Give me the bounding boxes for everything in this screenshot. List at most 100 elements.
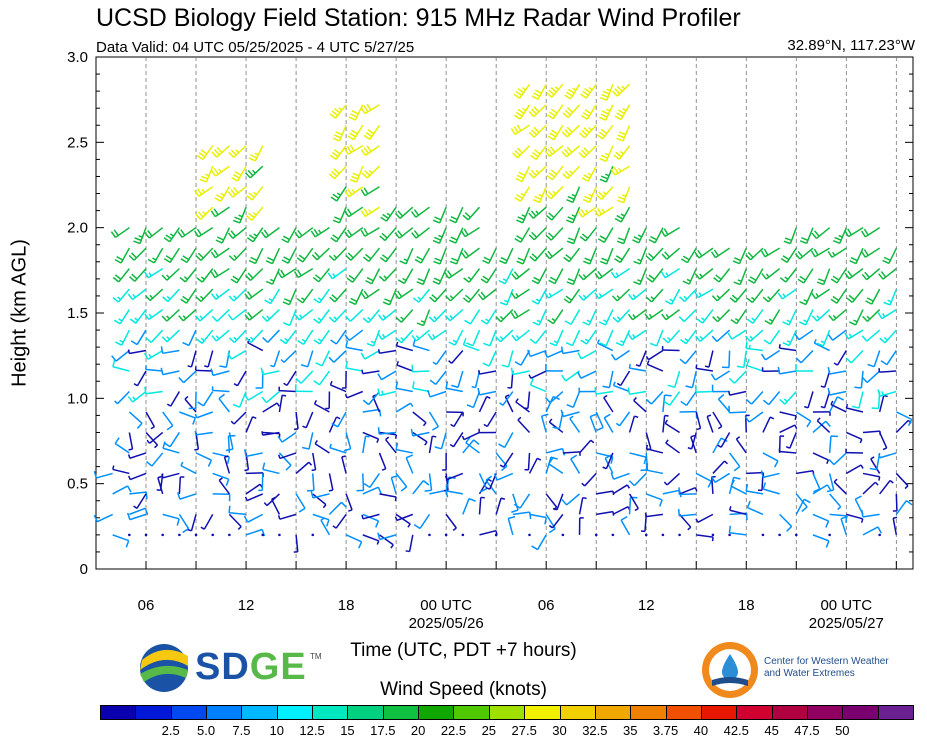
wind-barb — [511, 493, 519, 513]
x-tick-label: 00 UTC — [420, 597, 472, 614]
wind-barb — [779, 268, 797, 283]
calm-marker — [161, 533, 164, 537]
wind-barb — [782, 309, 797, 326]
wind-barb — [129, 268, 147, 282]
wind-barb — [547, 124, 564, 141]
colorbar-tick-label: 47.5 — [794, 723, 820, 738]
wind-barb — [328, 165, 347, 180]
wind-barb — [777, 288, 797, 300]
calm-marker — [178, 533, 181, 537]
wind-barb — [644, 512, 663, 518]
wind-barb — [516, 206, 531, 224]
wind-barb — [377, 532, 397, 541]
wind-barb — [362, 247, 381, 263]
wind-barb — [828, 452, 847, 466]
wind-barb — [778, 447, 797, 454]
wind-barb — [281, 227, 297, 244]
wind-barb — [661, 346, 680, 352]
wind-barb — [314, 439, 330, 454]
wind-barb — [546, 104, 564, 120]
wind-barb — [862, 309, 881, 322]
wind-barb — [193, 227, 214, 238]
wind-barb — [302, 432, 314, 450]
wind-barb — [144, 308, 164, 321]
wind-barb — [563, 247, 581, 263]
wind-barb — [545, 447, 566, 456]
wind-barb — [361, 165, 380, 179]
wind-barb — [562, 104, 581, 119]
station-coordinates: 32.89°N, 117.23°W — [787, 37, 915, 54]
wind-barb — [429, 489, 449, 498]
wind-barb — [462, 337, 480, 352]
wind-barb — [760, 247, 780, 258]
wind-barb — [645, 493, 663, 507]
wind-barb — [610, 349, 630, 361]
wind-barb — [278, 386, 297, 393]
wind-barb — [377, 309, 397, 321]
wind-barb — [428, 411, 439, 431]
wind-barb — [730, 479, 747, 495]
wind-barb — [812, 484, 832, 495]
wind-barb — [112, 268, 130, 283]
wind-barb — [664, 419, 680, 434]
wind-barb — [264, 288, 281, 305]
wind-barb — [566, 227, 581, 245]
wind-barb — [578, 387, 597, 393]
wind-barb — [330, 329, 347, 345]
wind-barb — [363, 473, 381, 489]
wind-barb — [578, 439, 595, 454]
wind-barb — [411, 227, 430, 239]
wind-barb — [348, 288, 364, 306]
wind-barb — [629, 452, 647, 465]
wind-barb — [516, 247, 531, 265]
wind-barb — [293, 534, 299, 553]
wind-barb — [860, 227, 881, 238]
wind-barb — [178, 370, 197, 384]
wind-barb — [344, 206, 364, 218]
wind-barb — [129, 309, 147, 324]
wind-barb — [695, 329, 714, 343]
y-tick-label: 1.5 — [67, 305, 88, 322]
wind-barb — [779, 411, 797, 421]
wind-barb — [728, 525, 747, 536]
wind-barb — [161, 268, 180, 281]
wind-barb — [471, 370, 481, 389]
wind-barb — [179, 411, 196, 425]
wind-barb — [428, 309, 447, 323]
wind-barb — [344, 186, 364, 198]
wind-barb — [160, 346, 180, 355]
wind-barb — [345, 340, 363, 352]
wind-barb — [395, 329, 414, 344]
colorbar-cell — [100, 705, 137, 720]
wind-barb — [295, 493, 306, 513]
colorbar-cell — [524, 705, 561, 720]
wind-barb — [498, 432, 514, 449]
wind-barb — [679, 513, 692, 531]
wind-barb — [262, 462, 280, 475]
wind-barb — [395, 341, 414, 352]
wind-barb — [395, 442, 413, 454]
wind-barb — [811, 288, 831, 300]
wind-barb — [616, 124, 631, 142]
wind-barb — [578, 124, 597, 139]
colorbar-tick-label: 12.5 — [299, 723, 325, 738]
wind-barb — [362, 309, 381, 324]
wind-barb — [562, 451, 581, 456]
wind-barb — [595, 186, 614, 200]
wind-barb — [196, 268, 214, 283]
wind-barb — [130, 329, 147, 346]
wind-barb — [157, 475, 164, 495]
wind-barb — [680, 329, 697, 345]
colorbar-cell — [594, 705, 632, 720]
wind-barb — [861, 370, 881, 384]
wind-barb — [310, 490, 330, 499]
wind-barb — [360, 145, 380, 157]
wind-barb — [783, 227, 797, 245]
wind-barb — [563, 288, 581, 304]
wind-barb — [133, 493, 147, 509]
wind-barb — [696, 309, 714, 324]
wind-barb — [246, 186, 264, 201]
wind-barb — [325, 391, 331, 410]
wind-barb — [243, 513, 264, 523]
wind-barb — [377, 388, 397, 397]
